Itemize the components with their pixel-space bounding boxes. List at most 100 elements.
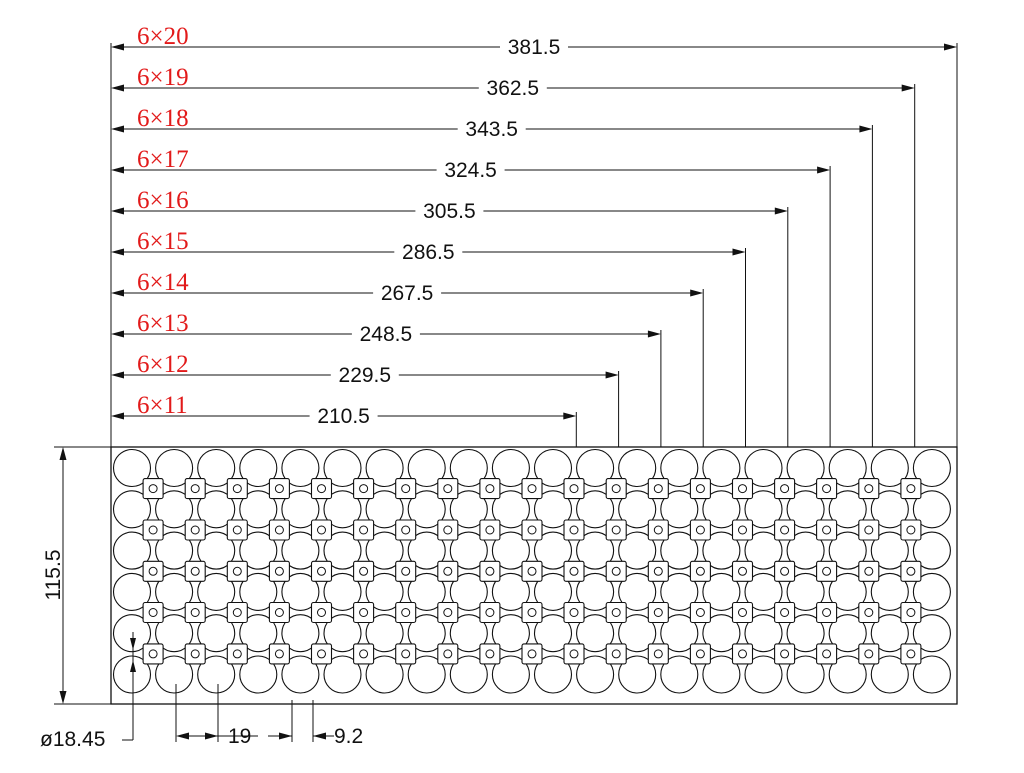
battery-cell-hole xyxy=(155,655,194,694)
battery-cell-hole xyxy=(407,448,446,488)
battery-cell-hole xyxy=(533,448,573,488)
battery-cell-hole xyxy=(912,490,951,529)
battery-cell-hole xyxy=(112,531,152,570)
arrow-right xyxy=(690,289,704,297)
battery-cell-hole xyxy=(365,490,404,529)
mounting-hole xyxy=(738,608,747,617)
dimension-value-background xyxy=(351,322,420,346)
battery-cell-hole xyxy=(576,572,615,611)
length-value: 229.5 xyxy=(339,364,392,387)
battery-cell-hole xyxy=(744,531,783,570)
battery-cell-hole xyxy=(112,614,152,653)
battery-cell-hole xyxy=(828,614,867,653)
mounting-hole xyxy=(780,566,790,576)
mounting-hole xyxy=(190,608,200,617)
battery-cell-hole xyxy=(702,614,741,653)
height-arrow-bottom xyxy=(59,691,67,704)
battery-cell-hole xyxy=(197,655,236,694)
battery-cell-hole xyxy=(449,614,488,653)
dimension-row-6x19: 6×19 362.5 xyxy=(111,64,916,447)
length-dimensions: 6×20 381.5 6×19 362.5 6×18 343.5 6×17 324.5 6×16… xyxy=(110,23,958,447)
configuration-label: 6×18 xyxy=(137,105,189,132)
battery-cell-hole xyxy=(744,490,783,529)
mounting-hole xyxy=(317,566,326,576)
battery-cell-hole xyxy=(618,614,657,653)
dimension-value-background xyxy=(309,404,378,428)
gap-arrow-right xyxy=(313,732,326,740)
battery-cell-hole xyxy=(702,531,741,570)
mounting-hole xyxy=(822,608,832,617)
dimension-row-6x15: 6×15 286.5 xyxy=(111,228,746,447)
mounting-hole xyxy=(401,566,411,576)
height-dimension: 115.5 xyxy=(42,446,111,705)
height-value: 115.5 xyxy=(42,550,65,601)
battery-cell-hole xyxy=(576,490,615,529)
arrow-left xyxy=(111,412,124,420)
arrow-left xyxy=(111,84,124,92)
mounting-hole xyxy=(232,566,242,576)
configuration-label: 6×19 xyxy=(137,64,189,91)
dimension-value-background xyxy=(500,35,568,59)
battery-cell-hole xyxy=(870,572,909,611)
battery-cell-hole xyxy=(533,572,573,611)
battery-cell-hole xyxy=(828,572,867,611)
mounting-hole xyxy=(232,649,242,659)
battery-cell-hole xyxy=(828,448,867,488)
mounting-hole xyxy=(401,608,411,617)
mounting-hole xyxy=(401,484,411,494)
battery-cell-hole xyxy=(491,448,530,488)
battery-cell-hole xyxy=(323,655,362,694)
arrow-right xyxy=(859,125,873,133)
battery-cell-hole xyxy=(786,490,825,529)
mounting-hole xyxy=(485,566,495,576)
battery-cell-hole xyxy=(197,531,236,570)
mounting-hole xyxy=(653,649,663,659)
mounting-hole xyxy=(738,649,747,659)
length-value: 286.5 xyxy=(402,241,455,264)
mounting-hole xyxy=(274,525,284,535)
battery-cell-hole xyxy=(786,448,825,488)
mounting-hole xyxy=(190,484,200,494)
arrow-left xyxy=(111,166,124,174)
battery-cell-hole xyxy=(618,448,657,488)
battery-cell-hole xyxy=(323,572,362,611)
battery-cell-hole xyxy=(449,448,488,488)
battery-cell-hole xyxy=(870,448,909,488)
battery-cell-hole xyxy=(197,614,236,653)
length-value: 248.5 xyxy=(360,323,413,346)
mounting-hole xyxy=(822,649,832,659)
arrow-right xyxy=(901,84,915,92)
mounting-hole xyxy=(653,525,663,535)
battery-cell-hole xyxy=(786,572,825,611)
battery-cell-hole xyxy=(365,655,404,694)
diameter-arrow-bottom xyxy=(130,660,136,672)
diameter-dimension: ø18.45 xyxy=(40,632,136,751)
battery-cell-hole xyxy=(912,614,951,653)
mounting-hole xyxy=(401,525,411,535)
arrow-left xyxy=(111,330,124,338)
mounting-hole xyxy=(611,484,621,494)
gap-dimension: 9.2 xyxy=(268,700,363,748)
mounting-hole xyxy=(359,608,369,617)
battery-cell-hole xyxy=(702,572,741,611)
battery-cell-hole xyxy=(533,655,573,694)
mounting-hole xyxy=(864,525,874,535)
battery-cell-hole xyxy=(828,655,867,694)
mounting-hole xyxy=(906,649,916,659)
battery-cell-hole xyxy=(491,614,530,653)
battery-cell-hole xyxy=(533,614,573,653)
configuration-label: 6×17 xyxy=(137,146,189,173)
mounting-hole xyxy=(190,649,200,659)
battery-cell-hole xyxy=(660,448,699,488)
battery-cell-hole xyxy=(365,531,404,570)
pitch-value: 19 xyxy=(228,725,251,748)
battery-cell-hole xyxy=(744,655,783,694)
battery-cell-hole xyxy=(576,448,615,488)
mounting-hole xyxy=(569,608,579,617)
mounting-hole xyxy=(569,525,579,535)
mounting-hole xyxy=(527,566,537,576)
arrow-right xyxy=(563,412,577,420)
arrow-right xyxy=(605,371,619,379)
dimension-value-background xyxy=(415,199,484,223)
